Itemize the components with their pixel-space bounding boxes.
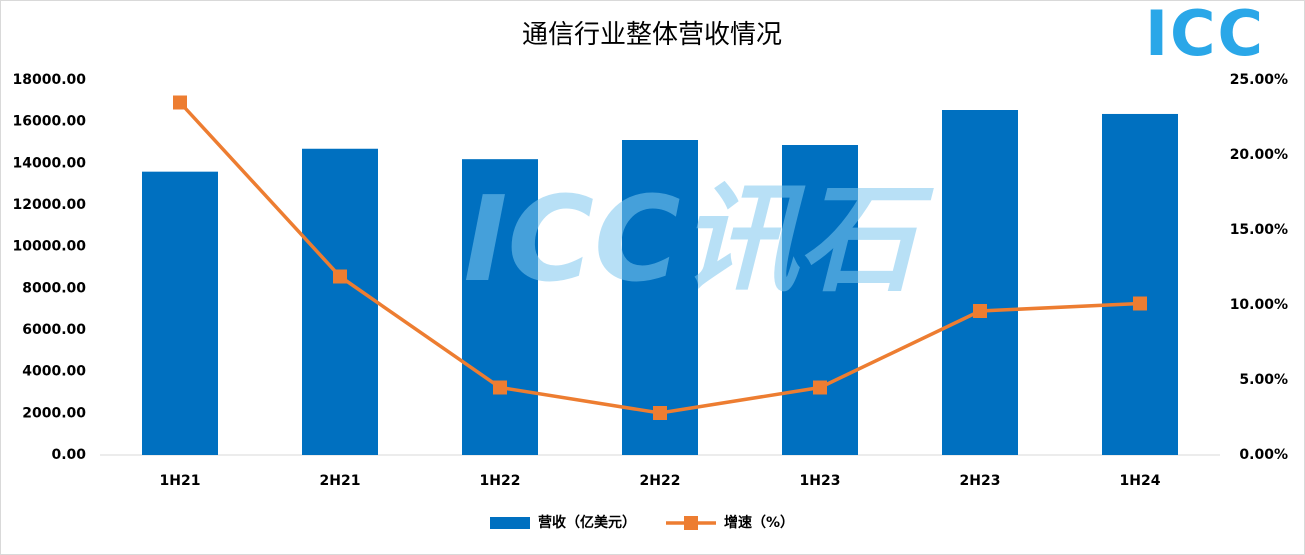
line-marker xyxy=(653,406,667,420)
legend-swatch xyxy=(490,517,530,529)
legend-marker xyxy=(684,516,698,530)
y-tick-label: 6000.00 xyxy=(22,322,86,338)
y-tick-label: 12000.00 xyxy=(12,197,86,213)
legend-label: 增速（%） xyxy=(724,514,794,531)
x-tick-label: 1H22 xyxy=(480,473,521,489)
y2-tick-label: 10.00% xyxy=(1230,297,1288,313)
y-tick-label: 4000.00 xyxy=(22,364,86,380)
y-tick-label: 16000.00 xyxy=(12,114,86,130)
line-marker xyxy=(973,304,987,318)
x-tick-label: 2H21 xyxy=(320,473,361,489)
x-tick-label: 1H24 xyxy=(1120,473,1161,489)
y2-tick-label: 20.00% xyxy=(1230,147,1288,163)
logo: ICC xyxy=(1145,0,1265,70)
bar xyxy=(142,171,218,455)
line-marker xyxy=(333,269,347,284)
y-tick-label: 2000.00 xyxy=(22,405,86,421)
y-tick-label: 0.00 xyxy=(51,447,86,463)
line-marker xyxy=(813,380,827,395)
y-tick-label: 14000.00 xyxy=(12,155,86,171)
bar xyxy=(462,159,538,455)
x-tick-label: 1H21 xyxy=(160,473,201,489)
legend-label: 营收（亿美元） xyxy=(538,514,636,531)
y-tick-label: 18000.00 xyxy=(12,72,86,88)
y-tick-label: 8000.00 xyxy=(22,280,86,296)
line-marker xyxy=(1133,296,1147,311)
line-marker xyxy=(493,380,507,395)
y2-tick-label: 5.00% xyxy=(1239,372,1288,388)
line-marker xyxy=(173,95,187,110)
chart-title: 通信行业整体营收情况 xyxy=(522,20,782,50)
y2-tick-label: 0.00% xyxy=(1239,447,1288,463)
bar xyxy=(302,148,378,455)
y2-tick-label: 15.00% xyxy=(1230,222,1288,238)
y2-tick-label: 25.00% xyxy=(1230,72,1288,88)
bar xyxy=(782,145,858,455)
y-tick-label: 10000.00 xyxy=(12,239,86,255)
x-tick-label: 2H22 xyxy=(640,473,681,489)
bar xyxy=(942,110,1018,455)
bar xyxy=(622,140,698,455)
x-tick-label: 1H23 xyxy=(800,473,841,489)
watermark: ICC讯石 xyxy=(463,170,934,308)
bar xyxy=(1102,113,1178,455)
x-tick-label: 2H23 xyxy=(960,473,1001,489)
